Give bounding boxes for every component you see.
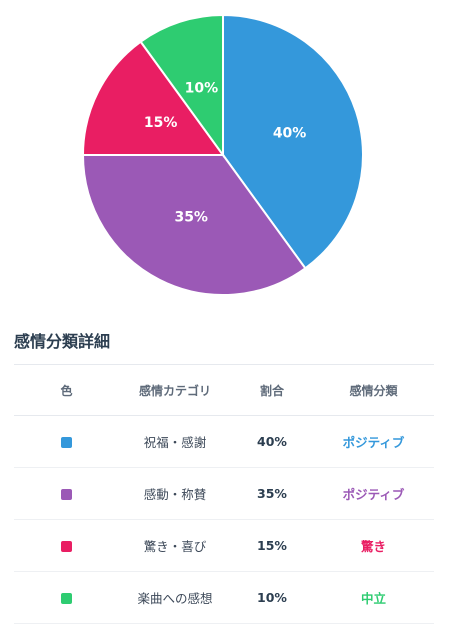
section-title: 感情分類詳細 bbox=[14, 322, 434, 365]
pie-chart-svg: 40% 35% 15% 10% bbox=[81, 13, 364, 296]
classification-cell: 驚き bbox=[313, 519, 434, 572]
table-row: 楽曲への感想 10% 中立 bbox=[14, 571, 434, 624]
ratio-cell: 10% bbox=[231, 571, 313, 624]
pie-slice-2 bbox=[81, 154, 307, 296]
classification-cell: 中立 bbox=[313, 571, 434, 624]
table-row: 感動・称賛 35% ポジティブ bbox=[14, 467, 434, 520]
header-ratio: 割合 bbox=[231, 365, 313, 416]
color-swatch bbox=[61, 489, 72, 500]
color-swatch bbox=[61, 437, 72, 448]
ratio-cell: 35% bbox=[231, 467, 313, 520]
ratio-cell: 40% bbox=[231, 415, 313, 468]
color-swatch bbox=[61, 593, 72, 604]
emotion-pie-chart: 40% 35% 15% 10% bbox=[0, 0, 449, 305]
table-header-row: 色 感情カテゴリ 割合 感情分類 bbox=[14, 365, 434, 416]
table-row: 祝福・感謝 40% ポジティブ bbox=[14, 415, 434, 468]
pie-slice-label-1: 40% bbox=[273, 125, 307, 141]
header-color: 色 bbox=[14, 365, 119, 416]
pie-slice-label-4: 10% bbox=[185, 80, 219, 96]
category-cell: 楽曲への感想 bbox=[119, 571, 231, 624]
ratio-cell: 15% bbox=[231, 519, 313, 572]
pie-slice-label-2: 35% bbox=[174, 209, 208, 225]
pie-slice-4 bbox=[139, 13, 224, 159]
table-row: 驚き・喜び 15% 驚き bbox=[14, 519, 434, 572]
classification-cell: ポジティブ bbox=[313, 467, 434, 520]
pie-slice-1 bbox=[222, 13, 364, 270]
emotion-detail-section: 感情分類詳細 色 感情カテゴリ 割合 感情分類 祝福・感謝 40% ポジティブ … bbox=[14, 322, 434, 624]
header-classification: 感情分類 bbox=[313, 365, 434, 416]
classification-cell: ポジティブ bbox=[313, 415, 434, 468]
header-category: 感情カテゴリ bbox=[119, 365, 231, 416]
emotion-table: 色 感情カテゴリ 割合 感情分類 祝福・感謝 40% ポジティブ 感動・称賛 3… bbox=[14, 365, 434, 624]
category-cell: 驚き・喜び bbox=[119, 519, 231, 572]
category-cell: 感動・称賛 bbox=[119, 467, 231, 520]
category-cell: 祝福・感謝 bbox=[119, 415, 231, 468]
color-swatch bbox=[61, 541, 72, 552]
pie-slice-label-3: 15% bbox=[144, 115, 178, 131]
pie-slice-3 bbox=[81, 40, 225, 156]
